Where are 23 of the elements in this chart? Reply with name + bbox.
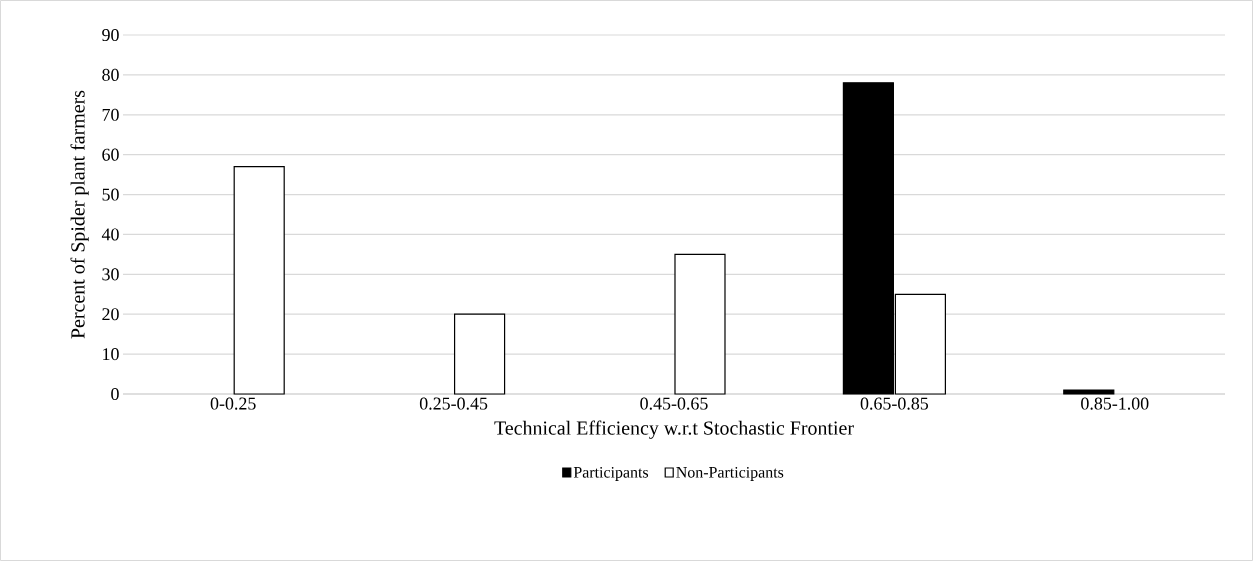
x-tick-label: 0.25-0.45	[419, 397, 488, 410]
y-tick-label: 40	[101, 228, 119, 241]
x-tick-label: 0.45-0.65	[640, 397, 708, 410]
y-tick-label: 80	[102, 68, 119, 81]
y-tick-label: 60	[102, 148, 119, 161]
bar	[233, 166, 285, 395]
y-tick-label: 10	[103, 348, 119, 361]
y-tick-label: 70	[102, 108, 119, 121]
x-tick-label: 0.65-0.85	[860, 397, 929, 410]
y-tick-label: 20	[102, 308, 119, 321]
bar	[1063, 389, 1115, 395]
bar	[453, 313, 506, 395]
y-axis-title: Percent of Spider plant farmers	[70, 90, 89, 339]
y-tick-label: 90	[102, 28, 119, 42]
y-tick-label: 30	[102, 268, 119, 281]
x-tick-label: 0.85-1.00	[1081, 397, 1149, 410]
legend-label: Non-Participants	[676, 466, 784, 481]
x-axis-title: Technical Efficiency w.r.t Stochastic Frontier	[494, 420, 854, 439]
x-tick-label: 0-0.25	[210, 397, 256, 410]
legend-label: Participants	[573, 466, 649, 481]
y-tick-label: 0	[111, 387, 119, 401]
bar	[674, 253, 726, 395]
y-tick-label: 50	[102, 188, 119, 201]
